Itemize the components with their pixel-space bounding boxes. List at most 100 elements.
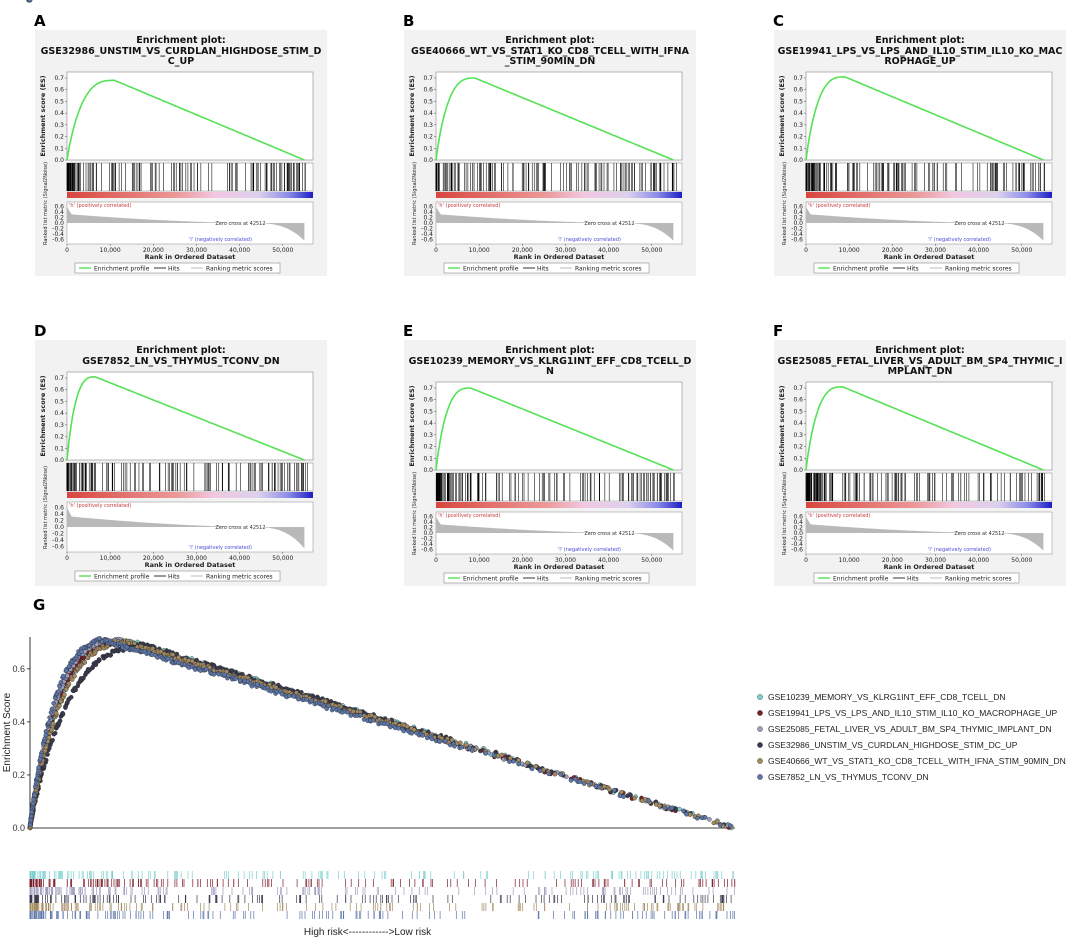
panel-label: E <box>403 322 413 340</box>
plot-subtitle-line: C_UP <box>168 56 194 67</box>
series-point <box>46 720 52 725</box>
y-tick-label: 0.3 <box>793 122 803 129</box>
series-point <box>577 779 582 784</box>
series-point <box>28 817 33 823</box>
y-tick-label: 0.7 <box>54 375 64 382</box>
x-tick-label: 20,000 <box>512 247 533 254</box>
series-point <box>222 672 227 677</box>
series-point <box>588 781 594 787</box>
y-tick-label: 0.2 <box>54 434 64 441</box>
series-point <box>237 677 243 683</box>
metric-tick-label: 0.4 <box>54 209 64 216</box>
g-legend-label: GSE7852_LN_VS_THYMUS_TCONV_DN <box>768 772 929 782</box>
y-tick-label: 0.5 <box>54 98 64 105</box>
y-tick-label: 0.1 <box>423 455 433 462</box>
metric-tick-label: -0.4 <box>791 541 803 548</box>
g-legend-swatch <box>757 742 763 748</box>
x-tick-label: 20,000 <box>143 555 164 562</box>
x-tick-label: 50,000 <box>272 555 293 562</box>
series-point <box>309 698 314 704</box>
panel-label: C <box>773 12 784 30</box>
g-legend-label: GSE19941_LPS_VS_LPS_AND_IL10_STIM_IL10_K… <box>768 708 1057 718</box>
legend-label-hits: Hits <box>168 266 180 273</box>
series-point <box>79 649 84 655</box>
hits-area <box>66 162 314 192</box>
y-tick-label: 0.5 <box>423 98 433 105</box>
x-tick-label: 40,000 <box>968 557 989 564</box>
legend-box <box>443 572 650 584</box>
x-tick-label: 40,000 <box>598 557 619 564</box>
panel-label: D <box>34 322 46 340</box>
series-point <box>82 659 87 665</box>
negative-correlation-label: 'l' (negatively correlated) <box>558 237 621 243</box>
hits-area <box>435 472 683 502</box>
x-tick-label: 20,000 <box>882 247 903 254</box>
series-point <box>90 664 96 670</box>
series-point <box>463 742 469 748</box>
series-point <box>204 666 209 672</box>
series-point <box>229 668 235 673</box>
series-point <box>291 694 297 699</box>
negative-correlation-label: 'l' (negatively correlated) <box>558 547 621 553</box>
series-point <box>124 644 130 650</box>
series-point <box>371 717 376 723</box>
gsea-panel-e: E Enrichment plot:GSE10239_MEMORY_VS_KLRG… <box>403 322 696 586</box>
x-tick-label: 10,000 <box>839 557 860 564</box>
plot-title: Enrichment plot: <box>136 35 225 46</box>
x-tick-label: 30,000 <box>555 247 576 254</box>
x-tick-label: 0 <box>804 247 808 254</box>
series-point <box>681 808 686 814</box>
plot-subtitle-line: GSE25085_FETAL_LIVER_VS_ADULT_BM_SP4_THY… <box>777 356 1062 367</box>
hits-barcode-row <box>29 871 734 879</box>
legend-label-metric: Ranking metric scores <box>206 574 273 581</box>
series-point <box>537 768 543 774</box>
y-tick-label: 0.5 <box>54 398 64 405</box>
series-point <box>49 706 55 712</box>
metric-axis-label: Ranked list metric (Signal2Noise) <box>782 472 788 555</box>
g-legend-swatch <box>757 726 763 732</box>
y-tick-label: 0.4 <box>423 110 433 117</box>
series-point <box>621 794 626 799</box>
y-tick-label: 0.0 <box>793 467 803 474</box>
zero-cross-label: Zero cross at 42512 <box>954 221 1004 227</box>
series-point <box>52 695 58 701</box>
legend-label-enrichment: Enrichment profile <box>833 266 889 273</box>
x-tick-label: 30,000 <box>555 557 576 564</box>
es-axis-label: Enrichment score (ES) <box>778 75 786 156</box>
series-point <box>411 727 417 733</box>
metric-tick-label: -0.4 <box>421 231 433 238</box>
series-point <box>62 692 67 698</box>
positive-correlation-label: 'h' (positively correlated) <box>69 503 131 509</box>
plot-title: Enrichment plot: <box>505 345 594 356</box>
series-point <box>255 682 260 687</box>
negative-correlation-label: 'l' (negatively correlated) <box>189 237 252 243</box>
series-point <box>304 697 309 702</box>
y-tick-label: 0.5 <box>793 408 803 415</box>
metric-tick-label: 0.0 <box>793 530 803 537</box>
series-point <box>401 728 406 734</box>
series-point <box>66 681 72 686</box>
series-point <box>348 713 354 718</box>
series-point <box>211 672 217 677</box>
series-point <box>516 761 521 767</box>
y-tick-label: 0.2 <box>423 134 433 141</box>
series-point <box>568 778 574 783</box>
series-point <box>132 640 137 646</box>
hits-barcode-row <box>29 911 735 919</box>
gsea-panel-b: B Enrichment plot:GSE40666_WT_VS_STAT1_KO… <box>403 12 696 276</box>
series-points <box>26 0 733 828</box>
panel-label: F <box>773 322 783 340</box>
plot-subtitle-line: GSE10239_MEMORY_VS_KLRG1INT_EFF_CD8_TCEL… <box>409 356 692 367</box>
metric-tick-label: -0.6 <box>421 546 433 553</box>
series-point <box>511 759 516 764</box>
y-tick-label: 0.3 <box>423 432 433 439</box>
legend-label-hits: Hits <box>537 266 549 273</box>
plot-title: Enrichment plot: <box>136 345 225 356</box>
metric-tick-label: -0.2 <box>791 225 803 232</box>
series-point <box>63 687 69 692</box>
metric-tick-label: 0.6 <box>423 204 433 211</box>
y-tick-label: 0.6 <box>793 87 803 94</box>
es-plot-area <box>435 381 683 471</box>
metric-tick-label: 0.6 <box>793 204 803 211</box>
x-tick-label: 50,000 <box>641 247 662 254</box>
